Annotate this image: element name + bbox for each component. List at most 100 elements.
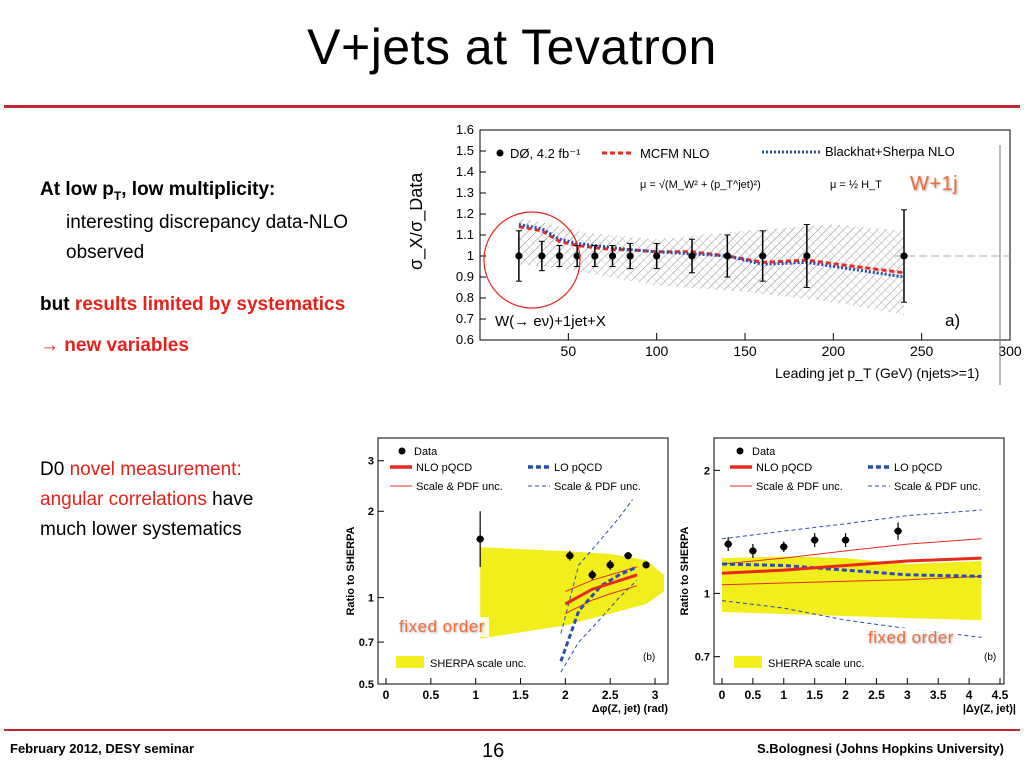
y-tick-label: 1.1 (456, 227, 474, 242)
data-point (723, 252, 731, 260)
data-point (900, 252, 908, 260)
nlo-pqcd-line (564, 573, 638, 606)
nlo-unc-upper-line (565, 566, 638, 592)
w1j-tag: W+1j (906, 173, 963, 196)
fixed-order-tag-right: fixed order (864, 628, 958, 648)
data-point (624, 552, 632, 560)
panel-label: a) (945, 311, 960, 330)
x-tick-label: 100 (645, 343, 669, 359)
uncertainty-band (518, 218, 904, 315)
x-axis-label: Leading jet p_T (GeV) (njets>=1) (775, 365, 979, 381)
y-tick-label: 1.5 (456, 143, 474, 158)
data-point (688, 252, 696, 260)
uncertainty-band-crosshatch (518, 218, 904, 315)
plot-delta-y: 0.7 1 2 0 0.5 1 1.5 2 2.5 3 3.5 4 4.5 Ratio to SHERP… (679, 437, 1016, 715)
legend-data-label: Data (414, 446, 438, 458)
y-axis-label: σ_X/σ_Data (410, 172, 427, 270)
lo-pqcd-line (721, 562, 982, 578)
data-point (538, 252, 546, 260)
legend-sherpa-swatch (734, 656, 762, 668)
y-tick-label: 0.5 (359, 679, 374, 691)
nlo-unc-upper-line (721, 538, 982, 565)
d0-measurement-line-3: much lower systematics (40, 519, 242, 540)
systematics-note: but results limited by systematics (40, 294, 346, 315)
x-tick-label: 0 (719, 688, 726, 702)
x-tick-label: 4 (966, 688, 973, 702)
nlo-unc-lower-line (721, 575, 982, 586)
y-tick-label: 3 (368, 456, 374, 468)
x-tick-label: 2 (562, 688, 569, 702)
legend-lo-unc-label: Scale & PDF unc. (894, 481, 981, 493)
data-point (749, 547, 757, 555)
legend-data-label: Data (752, 446, 776, 458)
d0-measurement-line-2: angular correlations have (40, 489, 254, 510)
y-axis-label: Ratio to SHERPA (345, 526, 357, 615)
x-tick-label: 0.5 (422, 688, 439, 702)
y-tick-label: 0.6 (456, 332, 474, 347)
nlo-pqcd-line (721, 556, 982, 575)
data-point (476, 535, 484, 543)
x-tick-label: 2 (842, 688, 849, 702)
legend-data-marker (736, 447, 744, 455)
y-axis-label: Ratio to SHERPA (679, 526, 691, 615)
plot-delta-phi: 0.5 0.7 1 2 3 0 0.5 1 1.5 2 2.5 3 Ratio to SHERPA Δ… (345, 437, 669, 715)
x-tick-label: 200 (822, 343, 846, 359)
x-tick-label: 0.5 (745, 688, 762, 702)
process-label: W(→ eν)+1jet+X (495, 313, 606, 330)
y-tick-label: 1.6 (456, 122, 474, 137)
legend-lo-label: LO pQCD (554, 462, 602, 474)
y-tick-label: 1.3 (456, 185, 474, 200)
y-tick-label: 0.7 (359, 637, 374, 649)
data-point (759, 252, 767, 260)
footer-left: February 2012, DESY seminar (10, 741, 195, 756)
panel-label: (b) (643, 652, 655, 663)
footer-divider (4, 729, 1020, 731)
fixed-order-tag-left: fixed order (395, 617, 489, 637)
legend-mcfm-label: MCFM NLO (640, 146, 709, 161)
legend-data-marker (398, 447, 406, 455)
discrepancy-line-2: observed (66, 242, 145, 263)
nlo-unc-lower-line (565, 585, 638, 615)
y-tick-label: 1 (368, 593, 374, 605)
d0-measurement-line-1: D0 novel measurement: (40, 459, 242, 480)
y-tick-label: 1 (704, 588, 710, 600)
legend-lo-unc-label: Scale & PDF unc. (554, 481, 641, 493)
y-tick-label: 2 (368, 506, 374, 518)
data-point (555, 252, 564, 260)
footer-right: S.Bolognesi (Johns Hopkins University) (756, 741, 1004, 756)
new-variables-note: → new variables (40, 335, 189, 356)
x-tick-label: 1 (472, 688, 479, 702)
y-tick-label: 2 (704, 465, 710, 477)
data-point (894, 527, 902, 535)
data-point (608, 252, 617, 260)
highlight-circle (483, 211, 581, 309)
x-tick-label: 150 (733, 343, 757, 359)
slide-title: V+jets at Tevatron (307, 19, 717, 75)
x-tick-label: 50 (561, 343, 577, 359)
data-point (724, 540, 732, 548)
x-tick-label: 3 (652, 688, 659, 702)
lo-unc-upper-line (560, 499, 634, 634)
x-tick-label: 1.5 (806, 688, 823, 702)
data-point (642, 561, 650, 569)
legend-blackhat-scale: μ = ½ H_T (830, 179, 882, 191)
x-tick-label: 3 (904, 688, 911, 702)
data-point (811, 536, 819, 544)
sherpa-scale-band (480, 547, 664, 639)
lo-unc-upper-line (721, 509, 982, 540)
data-point (803, 252, 811, 260)
data-point (653, 252, 661, 260)
y-tick-label: 0.9 (456, 269, 474, 284)
data-point (841, 536, 850, 544)
data-point (588, 571, 596, 579)
legend-lo-label: LO pQCD (894, 462, 942, 474)
legend-nlo-label: NLO pQCD (756, 462, 812, 474)
y-tick-label: 0.8 (456, 290, 474, 305)
legend-data-marker (496, 149, 504, 157)
x-tick-label: 0 (383, 688, 390, 702)
legend-sherpa-label: SHERPA scale unc. (430, 658, 526, 670)
legend-blackhat-label: Blackhat+Sherpa NLO (825, 144, 955, 159)
plot-leading-jet-pt: 0.6 0.7 0.8 0.9 1 1.1 1.2 1.3 1.4 1.5 1.6 50 100 150 2… (410, 122, 1022, 385)
x-tick-label: 250 (910, 343, 934, 359)
x-tick-label: 3.5 (930, 688, 947, 702)
